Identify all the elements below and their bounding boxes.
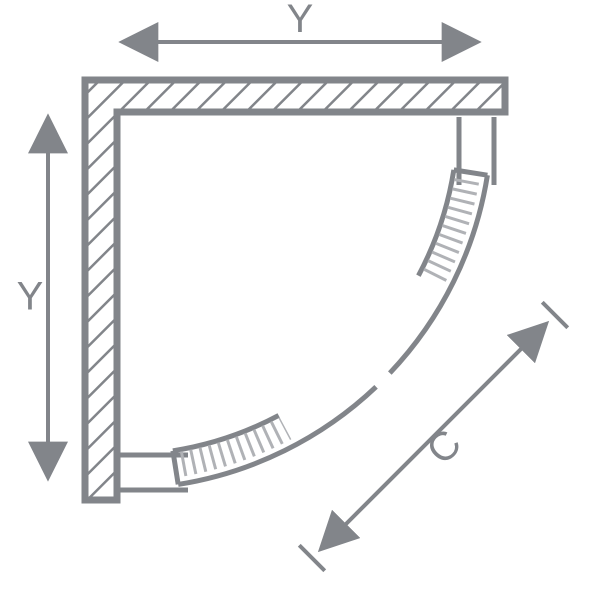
dim-label-diag: C [418,421,470,473]
inner-arc-b [173,415,279,450]
dim-label-top: Y [287,0,314,41]
dim-label-left: Y [17,275,44,319]
dim-tick [542,302,567,327]
shower-enclosure-plan: Y Y C [0,0,600,600]
dim-tick [299,545,324,570]
